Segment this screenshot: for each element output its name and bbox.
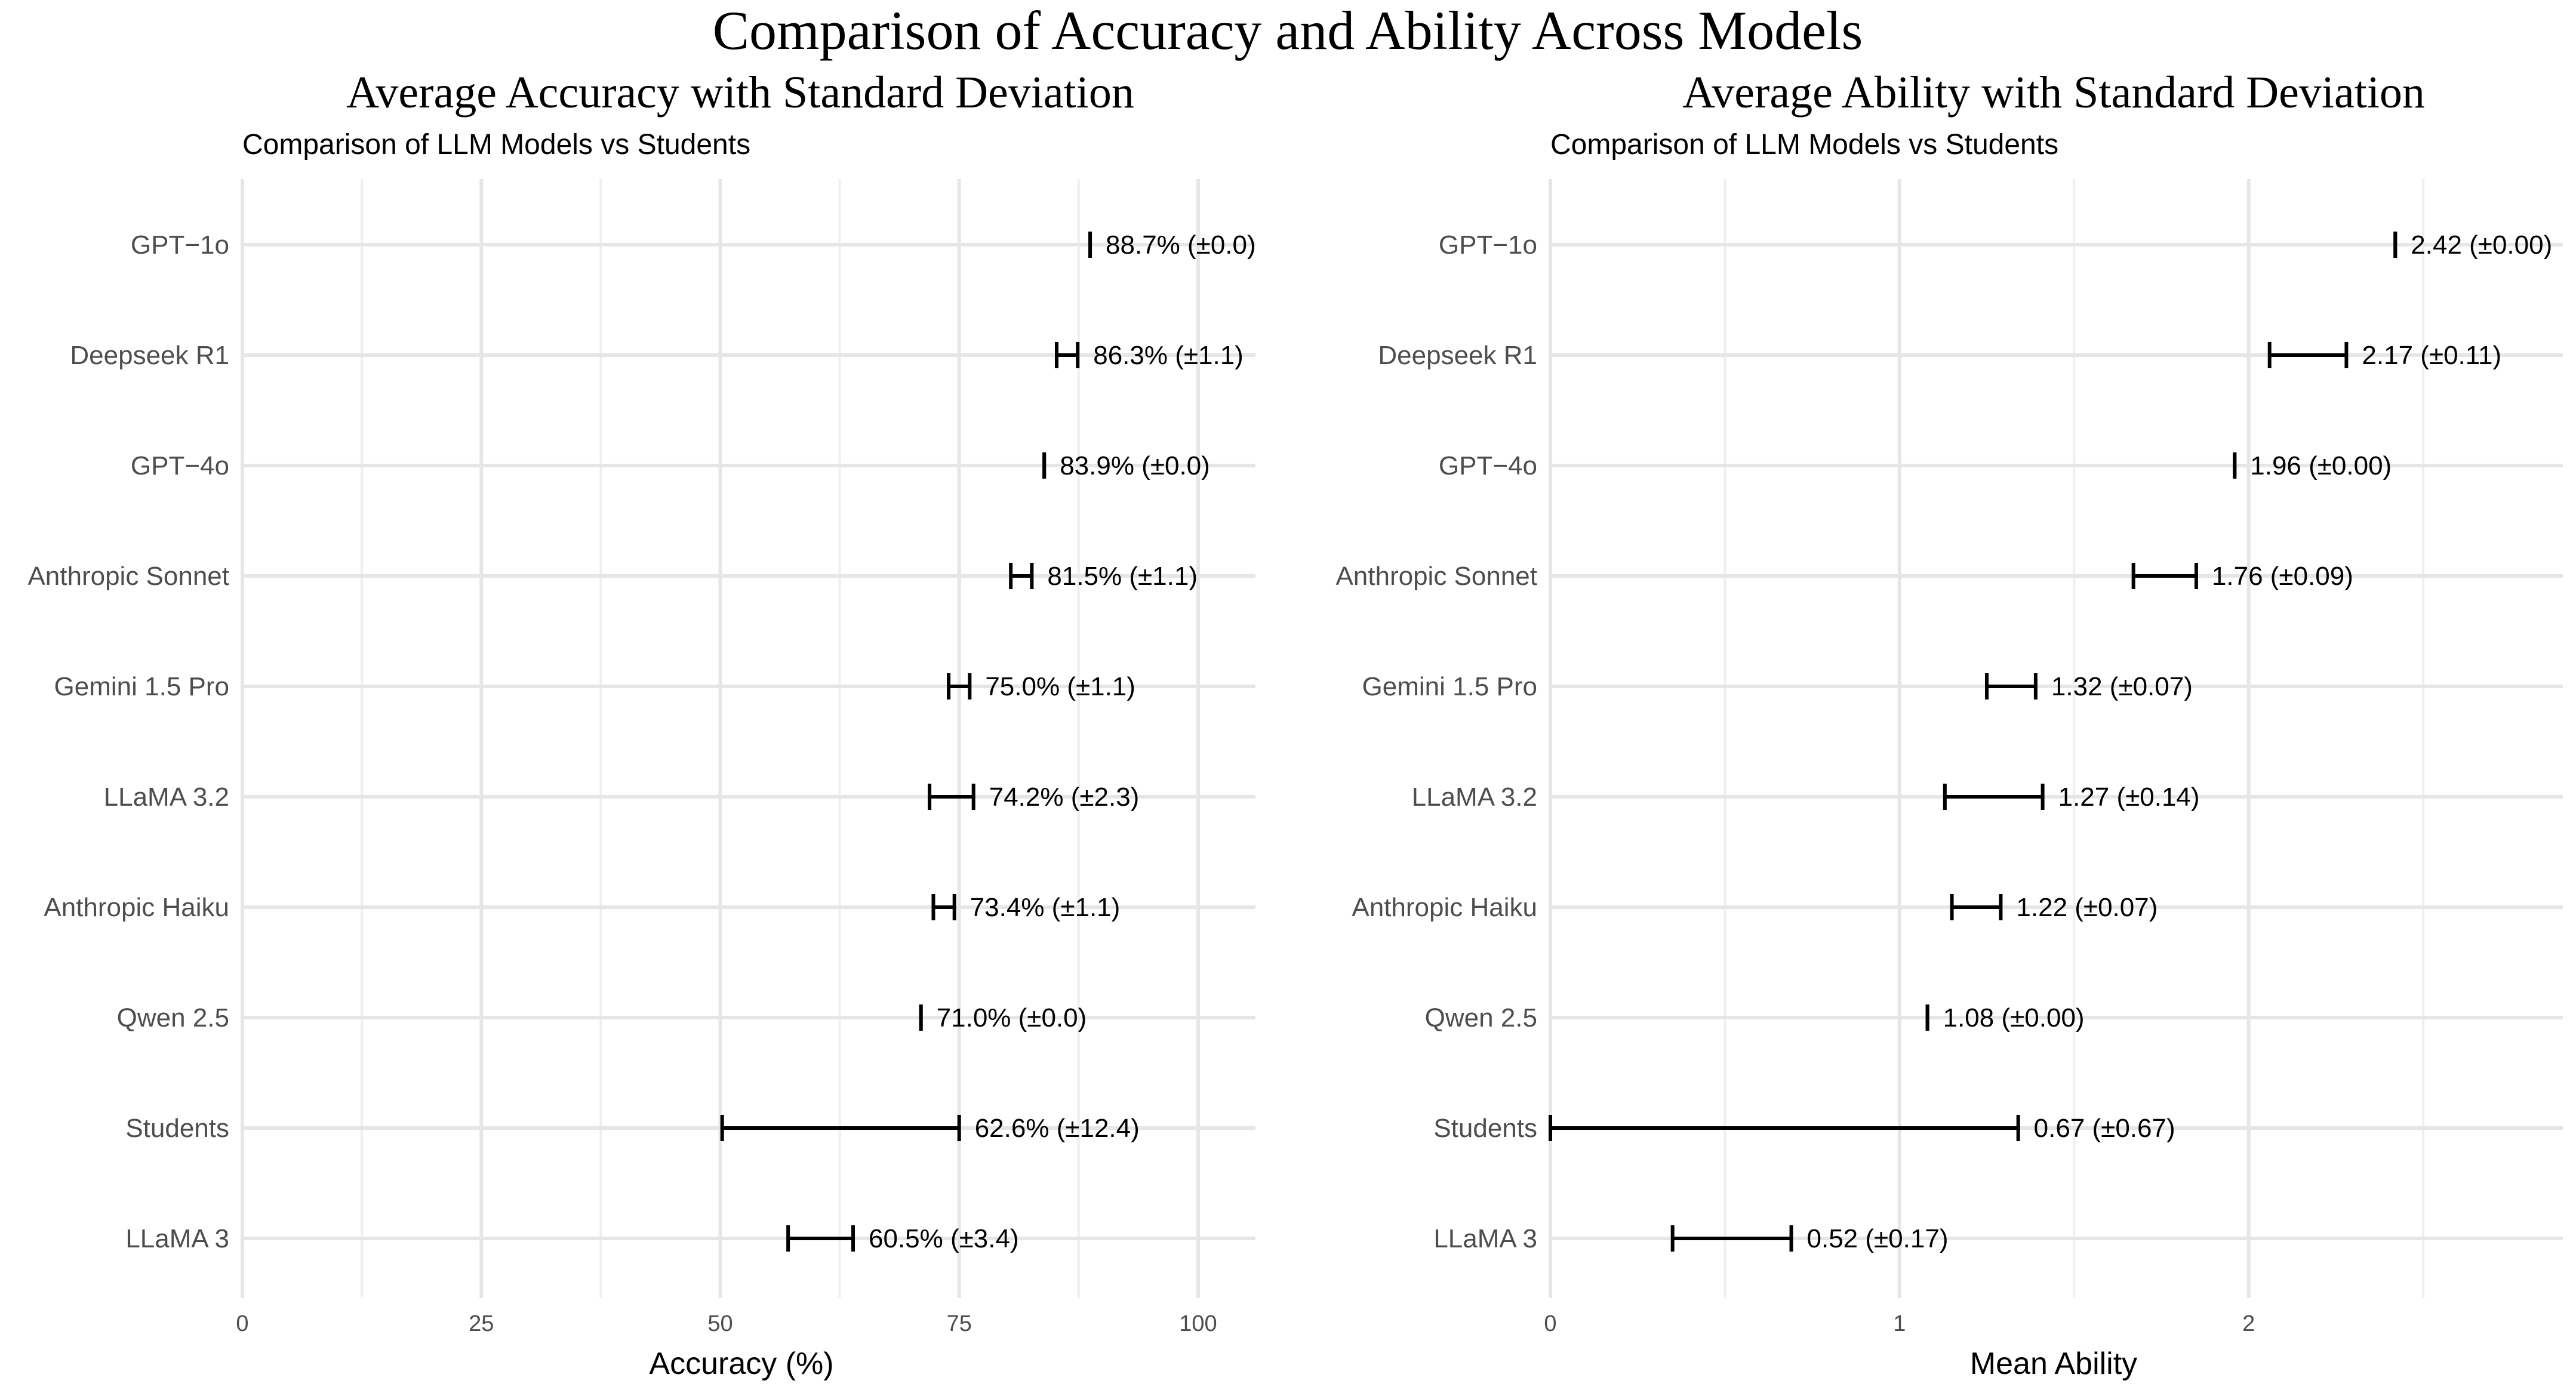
accuracy-data-label: 71.0% (±0.0) <box>937 1003 1087 1033</box>
ability-data-label: 0.52 (±0.17) <box>1807 1224 1949 1253</box>
accuracy-x-tick-label: 100 <box>1179 1311 1217 1336</box>
ability-data-label: 2.42 (±0.00) <box>2411 230 2552 260</box>
ability-data-label: 1.32 (±0.07) <box>2051 672 2193 701</box>
ability-data-label: 1.76 (±0.09) <box>2212 562 2353 591</box>
ability-data-label: 1.22 (±0.07) <box>2016 893 2158 922</box>
accuracy-category-label: Anthropic Haiku <box>44 893 229 922</box>
accuracy-category-label: GPT−1o <box>131 230 229 260</box>
accuracy-data-label: 60.5% (±3.4) <box>869 1224 1019 1253</box>
accuracy-panel-title: Average Accuracy with Standard Deviation <box>346 67 1134 118</box>
accuracy-category-label: Anthropic Sonnet <box>27 562 229 591</box>
accuracy-panel-subtitle: Comparison of LLM Models vs Students <box>242 129 750 161</box>
ability-category-label: Gemini 1.5 Pro <box>1362 672 1537 701</box>
ability-x-tick-label: 0 <box>1544 1311 1556 1336</box>
accuracy-category-label: Gemini 1.5 Pro <box>54 672 229 701</box>
ability-category-label: GPT−1o <box>1439 230 1537 260</box>
accuracy-data-label: 62.6% (±12.4) <box>975 1114 1140 1143</box>
accuracy-category-label: LLaMA 3 <box>125 1224 229 1253</box>
accuracy-error-bar <box>931 894 956 920</box>
accuracy-category-label: GPT−4o <box>131 451 229 480</box>
ability-category-label: GPT−4o <box>1439 451 1537 480</box>
accuracy-error-bar <box>928 784 975 810</box>
accuracy-data-label: 83.9% (±0.0) <box>1060 451 1210 480</box>
ability-x-tick-label: 2 <box>2242 1311 2255 1336</box>
accuracy-x-tick-label: 25 <box>469 1311 494 1336</box>
accuracy-error-bar <box>786 1225 855 1252</box>
ability-panel-title: Average Ability with Standard Deviation <box>1682 67 2425 118</box>
accuracy-category-label: LLaMA 3.2 <box>104 782 229 812</box>
ability-data-label: 1.08 (±0.00) <box>1943 1003 2085 1033</box>
accuracy-category-label: Students <box>125 1114 229 1143</box>
accuracy-data-label: 74.2% (±2.3) <box>989 782 1140 812</box>
ability-error-bar <box>2267 342 2349 368</box>
accuracy-data-label: 88.7% (±0.0) <box>1106 230 1256 260</box>
ability-data-label: 0.67 (±0.67) <box>2034 1114 2175 1143</box>
ability-data-label: 2.17 (±0.11) <box>2362 341 2501 370</box>
accuracy-data-label: 81.5% (±1.1) <box>1047 562 1198 591</box>
accuracy-category-label: Qwen 2.5 <box>117 1003 229 1033</box>
ability-error-bar <box>1549 1115 2020 1141</box>
ability-error-bar <box>1985 673 2038 699</box>
ability-error-bar <box>2131 563 2198 589</box>
ability-category-label: Students <box>1433 1114 1537 1143</box>
accuracy-x-tick-label: 50 <box>707 1311 733 1336</box>
accuracy-data-label: 86.3% (±1.1) <box>1093 341 1244 370</box>
ability-category-label: LLaMA 3.2 <box>1412 782 1537 812</box>
accuracy-x-tick-label: 75 <box>947 1311 972 1336</box>
ability-data-label: 1.96 (±0.00) <box>2250 451 2392 480</box>
ability-x-axis-title: Mean Ability <box>1970 1346 2137 1381</box>
accuracy-error-bar <box>1009 563 1034 589</box>
accuracy-category-label: Deepseek R1 <box>70 341 229 370</box>
ability-category-label: Deepseek R1 <box>1378 341 1537 370</box>
accuracy-error-bar <box>720 1115 961 1141</box>
ability-panel-subtitle: Comparison of LLM Models vs Students <box>1550 129 2058 161</box>
accuracy-panel: Average Accuracy with Standard Deviation… <box>27 67 1255 1381</box>
ability-error-bar <box>1950 894 2003 920</box>
accuracy-x-axis-title: Accuracy (%) <box>649 1346 833 1381</box>
ability-category-label: Anthropic Haiku <box>1352 893 1537 922</box>
accuracy-error-bar <box>1055 342 1080 368</box>
ability-data-label: 1.27 (±0.14) <box>2058 782 2200 812</box>
accuracy-data-label: 75.0% (±1.1) <box>985 672 1135 701</box>
ability-x-tick-label: 1 <box>1893 1311 1906 1336</box>
accuracy-data-label: 73.4% (±1.1) <box>970 893 1121 922</box>
ability-error-bar <box>1670 1225 1793 1252</box>
ability-panel: Average Ability with Standard Deviation … <box>1335 67 2563 1381</box>
ability-category-label: Qwen 2.5 <box>1425 1003 1537 1033</box>
accuracy-x-tick-label: 0 <box>236 1311 248 1336</box>
main-title: Comparison of Accuracy and Ability Acros… <box>713 0 1863 61</box>
ability-error-bar <box>1943 784 2045 810</box>
accuracy-error-bar <box>947 673 972 699</box>
ability-category-label: LLaMA 3 <box>1433 1224 1537 1253</box>
ability-category-label: Anthropic Sonnet <box>1335 562 1537 591</box>
